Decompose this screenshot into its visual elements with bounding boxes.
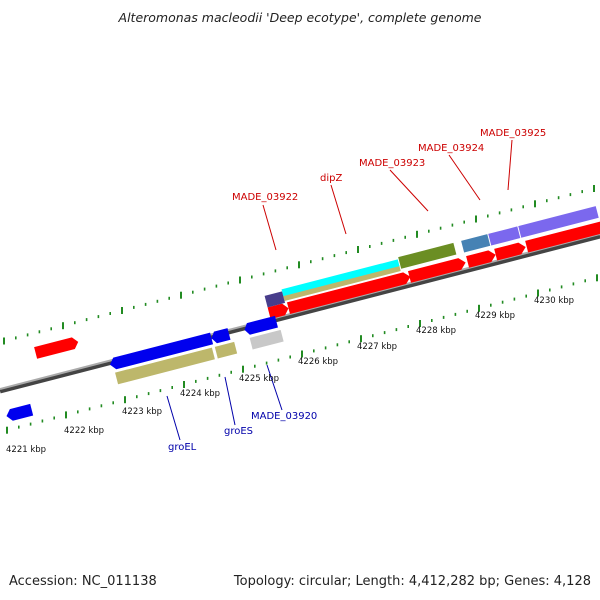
- label-made-03925: MADE_03925: [480, 128, 546, 139]
- kbp-label: 4230 kbp: [534, 296, 574, 306]
- bottom-tick-track: [6, 274, 598, 434]
- kbp-scale-labels: 4221 kbp 4222 kbp 4223 kbp 4224 kbp 4225…: [6, 296, 574, 455]
- kbp-label: 4223 kbp: [122, 407, 162, 417]
- gene-arrow[interactable]: [34, 336, 80, 359]
- kbp-label: 4225 kbp: [239, 374, 279, 384]
- gene-purple-block[interactable]: [518, 206, 599, 238]
- map-title: Alteromonas macleodii 'Deep ecotype', co…: [118, 10, 482, 25]
- label-made-03923: MADE_03923: [359, 158, 425, 169]
- kbp-label: 4224 kbp: [180, 389, 220, 399]
- gene-arrow[interactable]: [407, 257, 467, 283]
- gene-groes-khaki[interactable]: [214, 341, 238, 359]
- bottom-gene-labels: groEL groES MADE_03920: [168, 411, 317, 453]
- kbp-label: 4226 kbp: [298, 357, 338, 367]
- reverse-strand-features: [5, 315, 284, 422]
- label-groel: groEL: [168, 442, 197, 453]
- gene-groel-khaki[interactable]: [115, 347, 215, 385]
- top-leader-lines: [262, 139, 513, 251]
- kbp-label: 4228 kbp: [416, 326, 456, 336]
- label-made-03922: MADE_03922: [232, 192, 298, 203]
- label-made-03920: MADE_03920: [251, 411, 317, 422]
- gene-made-03920-blue[interactable]: [243, 315, 278, 336]
- gene-arrow-reverse[interactable]: [5, 403, 34, 422]
- label-groes: groES: [224, 426, 253, 437]
- kbp-label: 4229 kbp: [475, 311, 515, 321]
- top-gene-labels: MADE_03922 dipZ MADE_03923 MADE_03924 MA…: [232, 128, 546, 203]
- gene-made-03920-gray[interactable]: [249, 329, 284, 350]
- gene-made-03922-block[interactable]: [264, 291, 286, 308]
- label-made-03924: MADE_03924: [418, 143, 484, 154]
- gene-arrow[interactable]: [494, 241, 527, 261]
- gene-arrow[interactable]: [466, 249, 497, 268]
- kbp-label: 4221 kbp: [6, 445, 46, 455]
- gene-made-03923-olive[interactable]: [398, 242, 457, 269]
- gene-dipz-khaki[interactable]: [283, 265, 401, 301]
- topology-text: Topology: circular; Length: 4,412,282 bp…: [233, 574, 591, 589]
- label-dipz: dipZ: [320, 173, 342, 184]
- gene-groel-blue[interactable]: [108, 332, 214, 371]
- top-tick-track: [3, 185, 595, 345]
- gene-made-03924-block[interactable]: [461, 234, 491, 253]
- gene-groes-blue[interactable]: [210, 328, 231, 344]
- forward-strand-features: [34, 206, 600, 359]
- gene-dipz-cyan[interactable]: [281, 259, 400, 297]
- gene-arrow[interactable]: [286, 271, 412, 315]
- kbp-label: 4222 kbp: [64, 426, 104, 436]
- genome-backbone: [0, 233, 600, 394]
- bottom-leader-lines: [166, 364, 283, 441]
- gene-arrow[interactable]: [525, 220, 600, 253]
- gene-made-03925-block[interactable]: [488, 226, 521, 246]
- kbp-label: 4227 kbp: [357, 342, 397, 352]
- gene-arrow[interactable]: [267, 302, 290, 320]
- accession-text: Accession: NC_011138: [9, 574, 157, 589]
